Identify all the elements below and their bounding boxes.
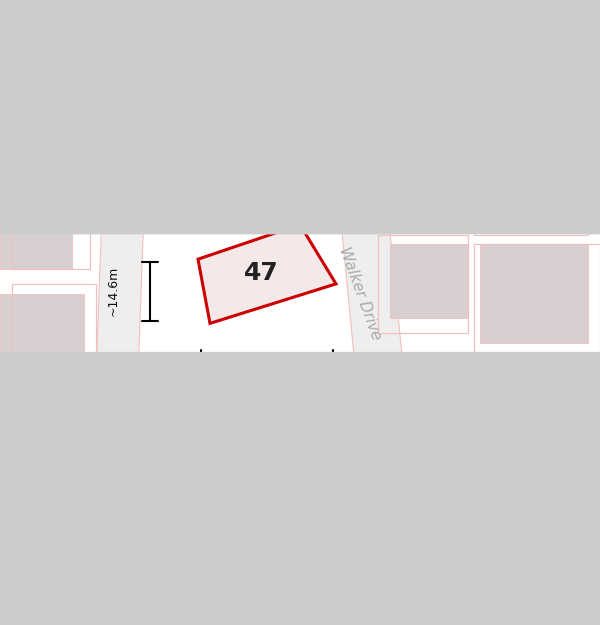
Polygon shape xyxy=(162,47,264,86)
Polygon shape xyxy=(264,452,348,516)
Polygon shape xyxy=(528,368,600,452)
Polygon shape xyxy=(90,47,150,541)
Polygon shape xyxy=(0,294,84,353)
Text: 47, WALKER DRIVE, FARINGDON, SN7 7FY: 47, WALKER DRIVE, FARINGDON, SN7 7FY xyxy=(128,10,472,25)
Text: ~14.6m: ~14.6m xyxy=(107,266,120,316)
Polygon shape xyxy=(150,442,252,516)
Text: Walker Drive: Walker Drive xyxy=(336,245,384,342)
Text: Walker Drive: Walker Drive xyxy=(395,114,493,129)
Polygon shape xyxy=(480,47,570,106)
Polygon shape xyxy=(390,244,468,318)
Text: Contains OS data © Crown copyright and database right 2021. This information is : Contains OS data © Crown copyright and d… xyxy=(18,548,581,577)
Polygon shape xyxy=(390,136,456,205)
Polygon shape xyxy=(0,47,72,71)
Polygon shape xyxy=(276,47,318,71)
Text: ~172m²/~0.042ac.: ~172m²/~0.042ac. xyxy=(134,161,322,179)
Text: ~21.9m: ~21.9m xyxy=(242,382,292,396)
Polygon shape xyxy=(408,382,510,466)
Polygon shape xyxy=(0,382,72,452)
Text: Map shows position and indicative extent of the property.: Map shows position and indicative extent… xyxy=(130,35,470,48)
Polygon shape xyxy=(12,471,84,531)
Polygon shape xyxy=(174,126,216,175)
Polygon shape xyxy=(198,224,336,323)
Polygon shape xyxy=(0,71,600,106)
Polygon shape xyxy=(468,136,552,219)
Text: 47: 47 xyxy=(244,261,278,285)
Polygon shape xyxy=(0,121,60,185)
Polygon shape xyxy=(0,205,72,269)
Polygon shape xyxy=(384,57,468,116)
Polygon shape xyxy=(390,491,480,541)
Polygon shape xyxy=(480,244,588,343)
Polygon shape xyxy=(162,116,258,185)
Polygon shape xyxy=(324,47,420,541)
